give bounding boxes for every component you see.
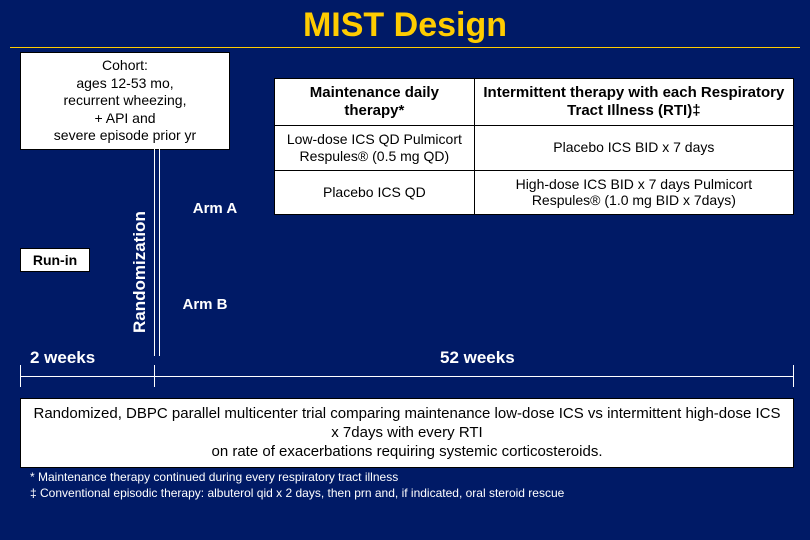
table-header-intermittent: Intermittent therapy with each Respirato… [474,79,793,126]
randomization-line-left [154,146,155,356]
arm-b-label: Arm B [170,296,240,313]
table-cell-arm-a-intermittent: Placebo ICS BID x 7 days [474,126,793,171]
timeline-tick-2wk [154,365,155,387]
cohort-box: Cohort: ages 12-53 mo, recurrent wheezin… [20,52,230,150]
footnote-dagger: ‡ Conventional episodic therapy: albuter… [30,486,790,502]
table-cell-arm-b-intermittent: High-dose ICS BID x 7 days Pulmicort Res… [474,170,793,215]
runin-box: Run-in [20,248,90,272]
cohort-line3: recurrent wheezing, [64,92,187,108]
table-cell-arm-a-maintenance: Low-dose ICS QD Pulmicort Respules® (0.5… [275,126,475,171]
timeline-tick-start [20,365,21,387]
slide: MIST Design Cohort: ages 12-53 mo, recur… [0,0,810,540]
cohort-line1: Cohort: [102,57,148,73]
content-area: Cohort: ages 12-53 mo, recurrent wheezin… [0,48,810,538]
description-text: Randomized, DBPC parallel multicenter tr… [34,405,781,460]
therapy-table: Maintenance daily therapy* Intermittent … [274,78,794,215]
timeline [20,362,794,390]
cohort-line4: + API and [94,110,155,126]
description-box: Randomized, DBPC parallel multicenter tr… [20,398,794,468]
footnote-asterisk: * Maintenance therapy continued during e… [30,470,790,486]
slide-title: MIST Design [0,0,810,47]
randomization-line-right [159,146,160,356]
randomization-label: Randomization [130,211,150,333]
cohort-line5: severe episode prior yr [54,127,196,143]
footnotes: * Maintenance therapy continued during e… [30,470,790,501]
timeline-axis [20,376,794,377]
arm-a-label: Arm A [180,200,250,217]
table-cell-arm-b-maintenance: Placebo ICS QD [275,170,475,215]
table-header-maintenance: Maintenance daily therapy* [275,79,475,126]
cohort-line2: ages 12-53 mo, [76,75,173,91]
timeline-tick-end [793,365,794,387]
